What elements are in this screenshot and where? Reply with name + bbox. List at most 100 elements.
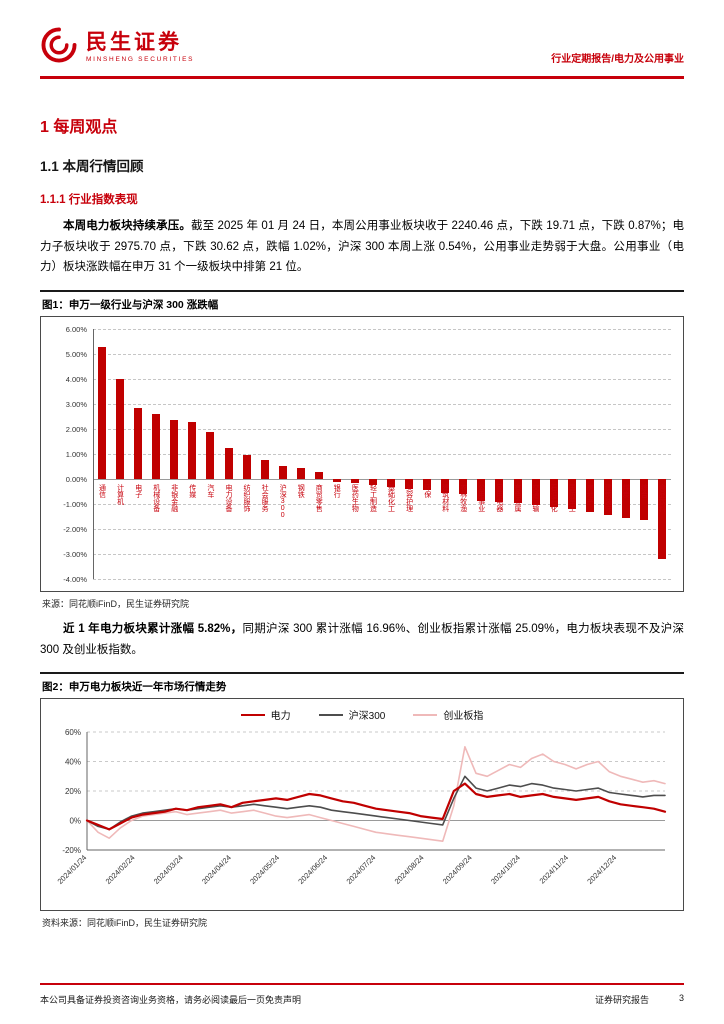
bar	[170, 420, 179, 480]
footer: 本公司具备证券投资咨询业务资格，请务必阅读最后一页免责声明 证券研究报告 3	[40, 983, 684, 1006]
bar-category-label: 机械设备	[152, 484, 160, 513]
gridline	[93, 554, 671, 556]
bar-category-label: 非银金融	[170, 484, 178, 513]
bar	[134, 407, 143, 480]
gridline	[93, 454, 671, 456]
bar	[621, 479, 630, 518]
bar-category-label: 农林牧渔	[459, 484, 467, 513]
legend-item: 电力	[240, 707, 291, 722]
bar-category-label: 银行	[333, 484, 341, 499]
legend-label: 沪深300	[348, 711, 386, 723]
bar	[260, 460, 269, 480]
figure-2: 图2：申万电力板块近一年市场行情走势 电力 沪深300 创业板指 60% 40% 20%…	[40, 672, 684, 929]
x-axis-tick-label: 2024/06/24	[296, 853, 329, 886]
y-axis-tick-label: 3.00%	[65, 399, 87, 409]
bar	[495, 479, 504, 502]
bar	[405, 479, 414, 490]
bar-category-label: 传媒	[188, 484, 196, 499]
bar	[459, 479, 468, 495]
figure2-caption: 图2：申万电力板块近一年市场行情走势	[40, 672, 684, 698]
footer-report-type: 证券研究报告	[594, 995, 649, 1005]
x-axis-tick-label: 2024/08/24	[393, 853, 426, 886]
bar-category-label: 纺织服饰	[243, 484, 250, 513]
bar	[423, 479, 432, 491]
bar	[658, 479, 666, 560]
bar-category-label: 轻工制造	[369, 484, 377, 513]
report-type-label: 行业定期报告/电力及公用事业	[551, 54, 684, 65]
x-axis-tick-label: 2024/11/24	[538, 853, 571, 886]
bar-category-label: 国防军工	[568, 484, 576, 513]
gridline	[93, 479, 671, 481]
legend-swatch-icon	[318, 713, 343, 716]
bar	[314, 471, 323, 480]
x-axis-tick-label: 2024/01/24	[56, 853, 89, 886]
bar-category-label: 沪深300	[279, 484, 287, 520]
gridline	[93, 429, 671, 431]
bar	[296, 467, 305, 480]
bar	[278, 465, 287, 480]
bar	[387, 479, 395, 487]
section-title: 1 每周观点	[40, 119, 118, 136]
y-axis-tick-label: 0.00%	[65, 474, 87, 484]
bar-category-label: 建筑装饰	[604, 484, 612, 513]
paragraph-bold-lead: 本周电力板块持续承压。	[63, 220, 191, 232]
bar	[603, 479, 612, 516]
y-axis-tick-label: 4.00%	[65, 374, 87, 384]
main-content: 1 每周观点 1.1 本周行情回顾 1.1.1 行业指数表现 本周电力板块持续承…	[40, 113, 684, 929]
y-axis-tick-label: -4.00%	[63, 574, 87, 584]
paragraph2-bold-lead: 近 1 年电力板块累计涨幅 5.82%，	[63, 623, 243, 636]
bar	[585, 479, 594, 512]
x-axis-tick-label: 2024/05/24	[248, 853, 281, 886]
logo-title: 民生证券	[86, 30, 182, 54]
y-axis-tick-label: 0%	[69, 817, 81, 826]
figure1-chart-box: 6.00% 5.00% 4.00% 3.00% 2.00% 1.00% 0.00% -1.00…	[40, 316, 684, 593]
bar	[477, 479, 486, 501]
y-axis-tick-label: 6.00%	[65, 324, 87, 334]
paragraph-yearly-performance: 近 1 年电力板块累计涨幅 5.82%，同期沪深 300 累计涨幅 16.96%…	[40, 619, 684, 660]
bar	[188, 421, 197, 480]
legend-item: 沪深300	[318, 707, 386, 723]
bar	[152, 414, 161, 480]
bar	[513, 479, 522, 503]
subsection-title: 1.1 本周行情回顾	[40, 159, 144, 174]
figure1-caption: 图1：申万一级行业与沪深 300 涨跌幅	[40, 290, 684, 316]
gridline	[93, 379, 671, 381]
x-axis-tick-label: 2024/02/24	[104, 853, 137, 886]
bar-category-label: 电子	[134, 484, 142, 499]
gridline	[93, 529, 671, 531]
series-line-电力	[85, 782, 667, 831]
figure2-chart-box: 电力 沪深300 创业板指 60% 40% 20% 0% -20% 2024/01/24 202…	[40, 698, 684, 912]
bar	[116, 379, 125, 480]
y-axis-tick-label: 20%	[65, 787, 81, 796]
bar-category-label: 煤炭	[622, 484, 630, 499]
paragraph-week-review: 本周电力板块持续承压。截至 2025 年 01 月 24 日，本周公用事业板块收…	[40, 216, 684, 278]
bar-category-label: 交通运输	[532, 484, 539, 513]
paragraph-body-text: 截至 2025 年 01 月 24 日，本周公用事业板块收于 2240.46 点…	[40, 220, 685, 274]
figure1-source: 来源：同花顺iFinD，民生证券研究院	[42, 599, 190, 610]
bar-category-label: 有色金属	[514, 484, 521, 513]
header-divider	[40, 76, 684, 79]
bar-category-label: 社会服务	[261, 484, 269, 513]
y-axis-tick-label: -20%	[62, 846, 81, 855]
bar	[98, 346, 106, 480]
bar-category-label: 综合	[640, 484, 648, 499]
gridline	[93, 354, 671, 356]
header: 民生证券 MINSHENG SECURITIES 行业定期报告/电力及公用事业	[40, 26, 684, 69]
bar	[242, 455, 251, 480]
gridline	[93, 504, 671, 506]
y-axis-tick-label: 1.00%	[65, 449, 87, 459]
bar	[567, 479, 576, 510]
bar	[639, 479, 648, 521]
bar-category-label: 石油石化	[550, 484, 558, 513]
legend-swatch-icon	[240, 713, 265, 717]
bar-category-label: 家用电器	[495, 484, 503, 513]
x-axis-tick-label: 2024/12/24	[585, 853, 618, 886]
legend-item: 创业板指	[413, 707, 483, 722]
series-line-创业板指	[86, 746, 666, 843]
bar-category-label: 房地产	[586, 484, 594, 506]
y-axis-line	[93, 329, 94, 580]
legend-label: 创业板指	[443, 711, 484, 723]
y-axis-tick-label: -2.00%	[63, 524, 87, 534]
bar-category-label: 食品饮料	[658, 484, 666, 513]
